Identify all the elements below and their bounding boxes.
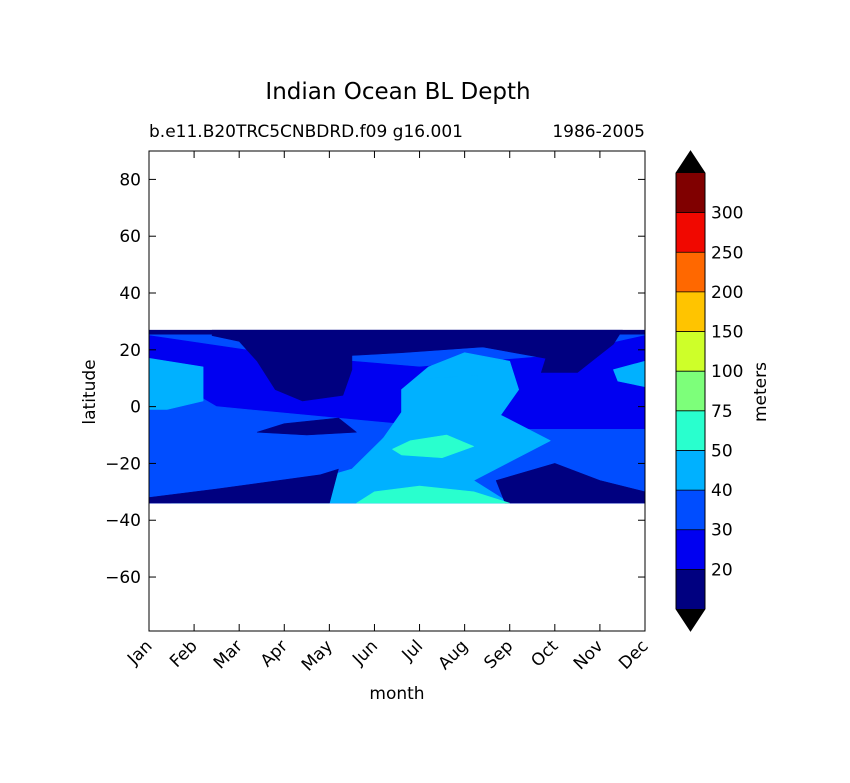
y-tick-label: 80 <box>119 170 141 190</box>
colorbar-segment-6 <box>676 331 705 372</box>
colorbar-segment-5 <box>676 371 705 411</box>
y-tick-label: −20 <box>105 454 141 474</box>
x-tick-label: Mar <box>210 636 247 673</box>
y-axis-label: latitude <box>80 359 100 424</box>
y-tick-label: 20 <box>119 341 141 361</box>
y-tick-label: 60 <box>119 227 141 247</box>
chart-subtitle-right: 1986-2005 <box>552 122 645 142</box>
x-tick-label: Apr <box>257 636 292 671</box>
contour-region-3 <box>149 468 339 504</box>
x-tick-label: Feb <box>166 636 201 671</box>
colorbar: 20 30 40 50 75 100 150 200 250 300 <box>675 150 743 632</box>
chart-title: Indian Ocean BL Depth <box>265 79 530 105</box>
contour-region-7 <box>211 329 623 402</box>
y-axis: 80 60 40 20 0 −20 −40 −60 <box>105 170 645 588</box>
chart-subtitle-left: b.e11.B20TRC5CNBDRD.f09 g16.001 <box>149 122 463 142</box>
colorbar-extend-low <box>676 609 705 631</box>
colorbar-label: meters <box>751 362 771 422</box>
colorbar-tick-label: 100 <box>711 362 743 382</box>
contour-region-5 <box>149 357 204 410</box>
x-tick-label: Jun <box>348 636 382 670</box>
x-tick-label: Aug <box>435 636 473 674</box>
colorbar-frame <box>675 150 706 632</box>
contour-region-6 <box>613 360 645 388</box>
colorbar-tick-label: 250 <box>711 243 743 263</box>
contour-region-9 <box>149 329 645 335</box>
colorbar-tick-label: 50 <box>711 441 733 461</box>
colorbar-tick-label: 150 <box>711 323 743 343</box>
colorbar-segment-1 <box>676 529 705 570</box>
y-tick-label: 0 <box>130 398 141 418</box>
x-tick-label: Oct <box>527 636 562 671</box>
x-tick-label: Jul <box>398 636 427 665</box>
y-tick-label: −40 <box>105 511 141 531</box>
colorbar-segment-10 <box>676 173 705 213</box>
colorbar-segment-0 <box>676 569 705 609</box>
colorbar-tick-label: 75 <box>711 402 733 422</box>
x-axis-label: month <box>369 684 424 704</box>
colorbar-tick-label: 200 <box>711 283 743 303</box>
x-tick-label: Nov <box>570 636 608 674</box>
contour-region-8 <box>256 417 357 436</box>
colorbar-segment-9 <box>676 212 705 253</box>
contour-region-10 <box>356 485 510 504</box>
contour-field <box>149 329 645 504</box>
contour-region-12 <box>423 375 479 385</box>
colorbar-tick-label: 300 <box>711 204 743 224</box>
colorbar-segment-3 <box>676 450 705 491</box>
contour-region-4 <box>495 463 645 504</box>
colorbar-extend-high <box>676 151 705 173</box>
plot-frame <box>148 150 646 632</box>
x-tick-label: May <box>298 636 337 675</box>
plot-area <box>148 150 646 632</box>
colorbar-segment-7 <box>676 291 705 332</box>
x-tick-label: Jan <box>123 636 156 669</box>
y-tick-label: −60 <box>105 568 141 588</box>
y-tick-label: 40 <box>119 284 141 304</box>
x-tick-label: Dec <box>615 636 652 673</box>
contour-region-11 <box>392 434 475 459</box>
colorbar-tick-label: 20 <box>711 560 733 580</box>
colorbar-segment-2 <box>676 490 705 530</box>
colorbar-tick-label: 30 <box>711 521 733 541</box>
colorbar-segment-4 <box>676 410 705 451</box>
contour-region-2 <box>171 352 551 504</box>
x-tick-label: Sep <box>480 636 517 673</box>
colorbar-tick-label: 40 <box>711 481 733 501</box>
colorbar-segment-8 <box>676 252 705 292</box>
